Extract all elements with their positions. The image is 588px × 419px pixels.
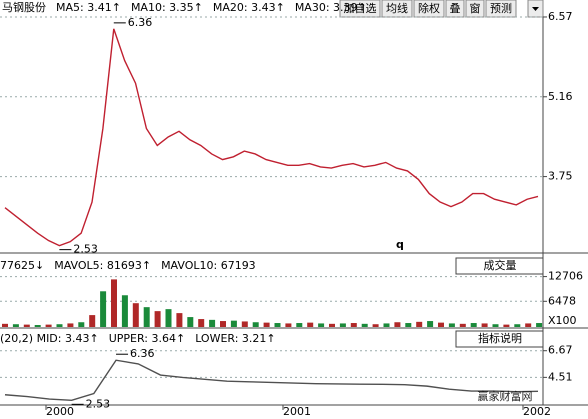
volume-bar (45, 324, 52, 327)
indicator-selector-label[interactable]: 指标说明 (478, 331, 522, 345)
volume-bar (318, 323, 325, 327)
volume-bar (492, 324, 499, 327)
volume-bar (100, 291, 107, 327)
volume-bar (154, 311, 161, 327)
volume-bar (12, 324, 19, 327)
indicator-selector-label[interactable]: 成交量 (484, 258, 517, 272)
volume-bar (220, 321, 226, 327)
indicator-label: LOWER: 3.21↑ (195, 332, 275, 345)
volume-bar (329, 323, 335, 327)
indicator-label: MA30: 3.39↑ (295, 1, 367, 14)
volume-bar (448, 323, 455, 327)
volume-bar (187, 317, 194, 327)
indicator-label: UPPER: 3.64↑ (109, 332, 185, 345)
indicator-label: MA5: 3.41↑ (56, 1, 121, 14)
unit-label: X100 (548, 314, 577, 327)
volume-bar (383, 323, 390, 327)
volume-bar (230, 320, 237, 327)
volume-bar (2, 323, 8, 327)
volume-bar (459, 323, 466, 327)
volume-bar (350, 323, 357, 327)
toolbar-button-label[interactable]: 加自选 (344, 2, 377, 15)
stock-name: 马钢股份 (2, 1, 46, 14)
volume-bar (34, 325, 41, 327)
volume-bar (372, 324, 379, 327)
marker-text: q (396, 238, 404, 251)
volume-bar (176, 313, 183, 327)
volume-bar (111, 279, 117, 327)
volume-bar (263, 322, 270, 327)
annotation: 6.36 (128, 16, 153, 29)
volume-bar (132, 303, 139, 327)
volume-bar (209, 319, 216, 327)
volume-bar (514, 324, 521, 327)
indicator-label: MAVOL10: 67193 (161, 259, 256, 272)
volume-bar (503, 324, 510, 327)
toolbar-button-label[interactable]: 除权 (418, 1, 440, 15)
volume-bar (23, 324, 30, 327)
watermark: 赢家财富网 (478, 389, 533, 403)
price-line (4, 359, 539, 402)
volume-bar (438, 322, 444, 327)
annotation: 2.53 (73, 243, 98, 256)
y-tick-label: 6.67 (548, 344, 573, 357)
volume-bar (89, 315, 96, 327)
toolbar-button-label[interactable]: 叠 (450, 2, 461, 15)
volume-bar (525, 323, 532, 327)
volume-bar (470, 323, 477, 327)
indicator-selector[interactable] (455, 257, 544, 275)
price-line (4, 28, 539, 247)
volume-bar (427, 321, 434, 327)
x-tick-label: 2001 (283, 405, 311, 418)
indicator-selector[interactable] (455, 330, 544, 348)
y-tick-label: 4.51 (548, 370, 573, 383)
volume-bar (536, 323, 543, 327)
volume-bar (67, 323, 74, 327)
volume-bar (241, 321, 248, 327)
volume-bar (198, 319, 205, 327)
toolbar-button-label[interactable]: 均线 (386, 1, 408, 15)
volume-bar (339, 323, 346, 327)
dropdown-arrow (532, 7, 539, 11)
volume-bar (405, 323, 412, 327)
volume-bar (143, 307, 150, 327)
volume-bar (274, 323, 281, 327)
indicator-label: MA10: 3.35↑ (131, 1, 203, 14)
toolbar-button-label[interactable]: 预测 (490, 2, 512, 15)
volume-bar (361, 323, 368, 327)
y-tick-label: 6478 (548, 294, 576, 307)
toolbar-button[interactable] (413, 0, 445, 18)
volume-bar (56, 324, 63, 327)
x-tick-label: 2000 (46, 405, 74, 418)
volume-bar (394, 322, 401, 327)
indicator-label: 77625↓ (0, 259, 44, 272)
volume-bar (252, 322, 259, 327)
annotation: 2.53 (86, 397, 111, 410)
y-tick-label: 6.57 (548, 10, 573, 23)
y-tick-label: 5.16 (548, 90, 573, 103)
volume-bar (307, 322, 314, 327)
volume-bar (285, 323, 292, 327)
y-tick-label: 3.75 (548, 170, 573, 183)
x-tick-label: 2002 (523, 405, 551, 418)
volume-bar (121, 295, 128, 327)
volume-bar (416, 321, 423, 327)
volume-bar (481, 323, 488, 327)
volume-bar (296, 323, 303, 327)
volume-bar (78, 322, 85, 327)
volume-bar (165, 309, 172, 327)
toolbar-button-label[interactable]: 窗 (470, 1, 481, 15)
annotation: 6.36 (130, 347, 155, 360)
indicator-label: (20,2) MID: 3.43↑ (0, 332, 99, 345)
indicator-label: MA20: 3.43↑ (213, 1, 285, 14)
y-tick-label: 12706 (548, 270, 583, 283)
indicator-label: MAVOL5: 81693↑ (54, 259, 151, 272)
